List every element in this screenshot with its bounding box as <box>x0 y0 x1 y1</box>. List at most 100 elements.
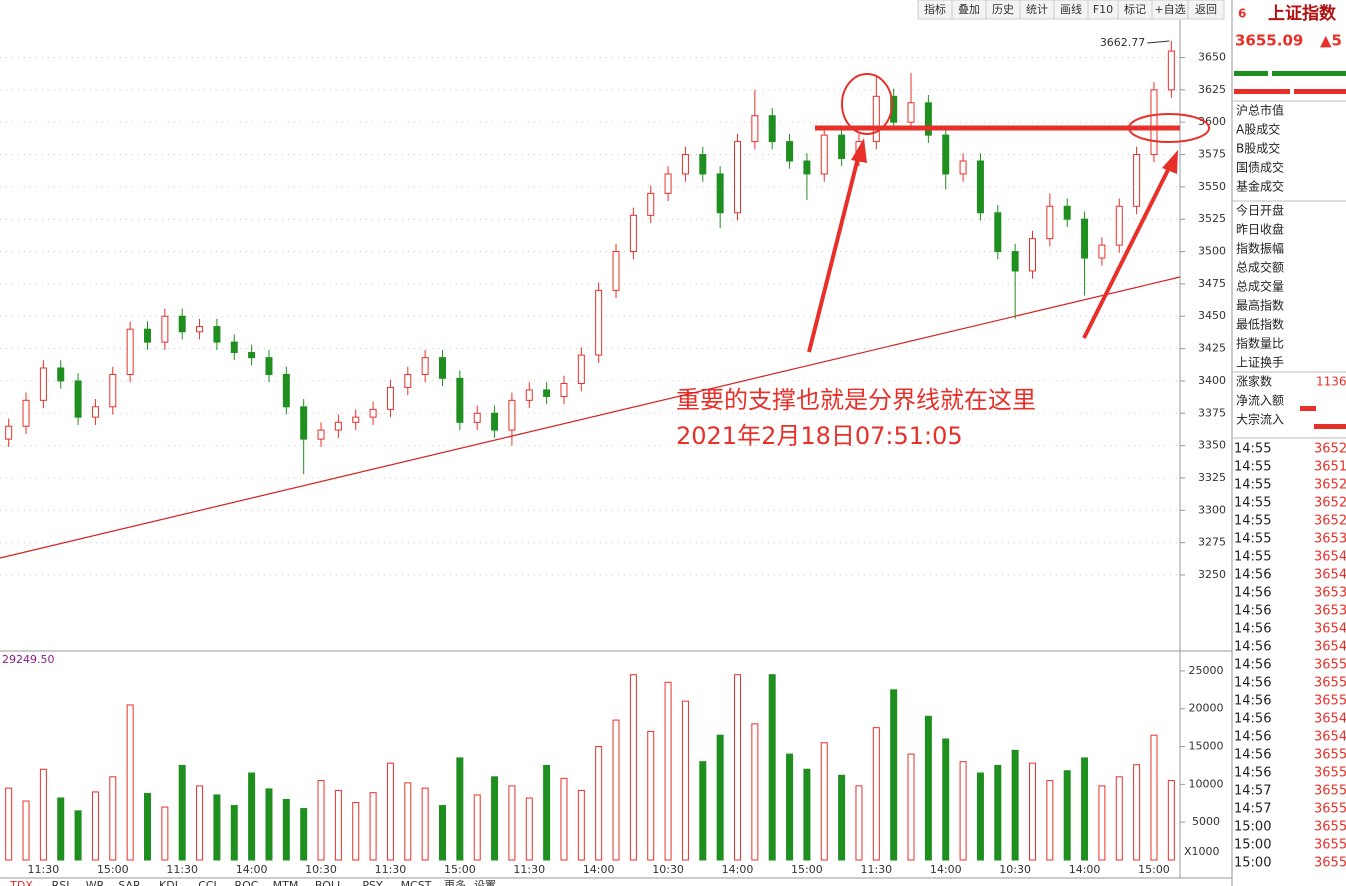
field-label: 最低指数 <box>1236 317 1284 332</box>
bar-indicator <box>1234 71 1268 76</box>
indicator-tab[interactable]: BOLL <box>315 879 344 886</box>
volume-bar <box>491 776 499 861</box>
tick-time: 14:56 <box>1234 658 1271 673</box>
circle-mark <box>1128 113 1210 143</box>
candle-body <box>560 383 568 397</box>
field-label: 今日开盘 <box>1236 203 1284 218</box>
tick-time: 14:57 <box>1234 784 1271 799</box>
candle-body <box>872 95 880 143</box>
volume-bar <box>1115 776 1123 861</box>
tick-time: 14:56 <box>1234 730 1271 745</box>
y-tick-label: 3375 <box>1198 406 1226 419</box>
volume-bar <box>577 789 585 861</box>
volume-bar <box>265 788 273 861</box>
tick-price: 3653 <box>1314 532 1346 547</box>
candle-body <box>1046 205 1054 240</box>
volume-bar <box>525 797 533 861</box>
volume-bar <box>976 772 984 861</box>
y-tick-label: 3475 <box>1198 277 1226 290</box>
indicator-tab[interactable]: KDJ <box>159 879 178 886</box>
volume-bar <box>22 800 30 861</box>
candle-body <box>907 102 915 123</box>
tick-price: 3652 <box>1314 442 1346 457</box>
candle-body <box>1063 205 1071 220</box>
x-tick-label: 10:30 <box>305 863 337 876</box>
candle-body <box>959 160 967 175</box>
field-label: 总成交量 <box>1236 279 1284 294</box>
candle-body <box>699 154 707 175</box>
x-tick-label: 10:30 <box>652 863 684 876</box>
candle-body <box>629 214 637 253</box>
candle-body <box>595 289 603 356</box>
candle-body <box>647 192 655 216</box>
volume-bar <box>248 772 256 861</box>
indicator-tab[interactable]: TDX <box>9 879 33 886</box>
tick-price: 3652 <box>1314 496 1346 511</box>
field-label: 大宗流入 <box>1236 412 1284 427</box>
tick-time: 14:56 <box>1234 748 1271 763</box>
candle-body <box>803 160 811 175</box>
volume-bar <box>838 774 846 861</box>
bar-indicator <box>1234 89 1290 94</box>
indicator-tab[interactable]: MCST <box>401 879 432 886</box>
indicator-tab[interactable]: MTM <box>273 879 299 886</box>
candle-body <box>1081 218 1089 259</box>
toolbar-button[interactable] <box>1187 0 1225 20</box>
y-tick-label: 3525 <box>1198 212 1226 225</box>
code-tag: 6 <box>1238 7 1246 21</box>
field-label: 沪总市值 <box>1236 103 1284 118</box>
tick-time: 14:56 <box>1234 640 1271 655</box>
candle-body <box>1029 238 1036 272</box>
toolbar-label: 统计 <box>1026 3 1048 16</box>
tick-price: 3652 <box>1314 514 1346 529</box>
indicator-tab[interactable]: ROC <box>235 879 259 886</box>
candle-body <box>994 212 1002 253</box>
volume-bar <box>716 734 724 861</box>
bar-indicator <box>1294 89 1346 94</box>
indicator-tab[interactable]: PSY <box>362 879 383 886</box>
candle-body <box>820 134 828 175</box>
volume-bar <box>508 785 516 861</box>
tick-time: 14:56 <box>1234 676 1271 691</box>
volume-bar <box>681 700 689 861</box>
tick-price: 3654 <box>1314 622 1346 637</box>
volume-bar <box>786 753 794 861</box>
tick-price: 3654 <box>1314 550 1346 565</box>
candle-body <box>178 315 186 333</box>
volume-bar <box>872 727 880 861</box>
indicator-tab[interactable]: WR <box>86 879 105 886</box>
candle-body <box>716 173 724 214</box>
tick-time: 14:55 <box>1234 532 1271 547</box>
toolbar-label: 标记 <box>1124 2 1146 16</box>
indicator-tab[interactable]: CCI <box>198 879 217 886</box>
candle-body <box>612 251 620 291</box>
candle-body <box>525 389 533 401</box>
candle-body <box>681 154 689 175</box>
indicator-tab[interactable]: 设置 <box>474 879 496 886</box>
tick-time: 14:56 <box>1234 712 1271 727</box>
candle-body <box>265 357 273 375</box>
volume-bar <box>473 794 481 861</box>
tick-price: 3653 <box>1314 604 1346 619</box>
field-label: 上证换手 <box>1236 356 1284 370</box>
indicator-tab[interactable]: RSI <box>52 879 70 886</box>
candle-body <box>74 380 82 418</box>
field-label: A股成交 <box>1236 122 1280 137</box>
candle-body <box>768 115 776 143</box>
tick-time: 14:56 <box>1234 568 1271 583</box>
max-pointer <box>1147 40 1170 44</box>
annotation-text: 2021年2月18日07:51:05 <box>676 422 963 450</box>
tick-price: 3655 <box>1314 748 1346 763</box>
tick-time: 14:55 <box>1234 514 1271 529</box>
candle-body <box>924 102 932 136</box>
drawings <box>0 73 1210 559</box>
volume-bar <box>924 715 932 861</box>
y-tick-label: 3600 <box>1198 115 1226 128</box>
field-label: B股成交 <box>1236 141 1280 156</box>
x-tick-label: 15:00 <box>791 863 823 876</box>
indicator-tab[interactable]: SAR <box>118 879 141 886</box>
x-tick-label: 15:00 <box>444 863 476 876</box>
indicator-tab[interactable]: 更多 <box>444 878 466 886</box>
volume-bar <box>404 782 412 861</box>
volume-bar <box>161 806 169 861</box>
